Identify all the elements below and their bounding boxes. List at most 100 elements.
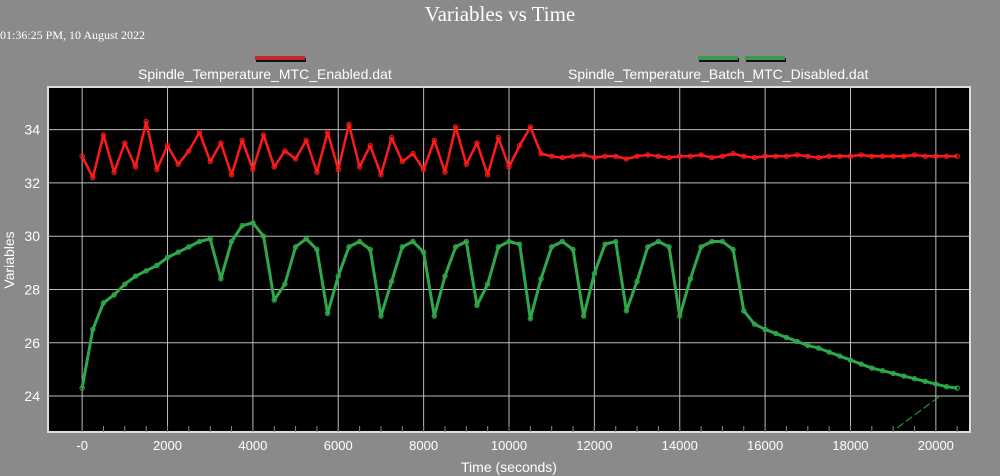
data-point (805, 342, 811, 349)
data-point (207, 158, 213, 165)
data-point (442, 169, 448, 175)
data-point (783, 153, 790, 159)
data-point (90, 326, 96, 333)
data-point (677, 153, 683, 159)
data-point (527, 124, 534, 130)
data-point (890, 370, 896, 377)
data-point (591, 154, 598, 161)
data-point (271, 164, 277, 170)
data-point (175, 161, 181, 167)
data-point (324, 310, 331, 317)
data-point (709, 154, 715, 161)
y-tick-label: 32 (24, 175, 40, 191)
data-point (687, 276, 694, 282)
data-point (164, 254, 171, 261)
data-point (196, 129, 203, 135)
data-point (218, 276, 224, 282)
data-point (645, 244, 651, 250)
data-point (805, 153, 811, 159)
data-point (677, 313, 683, 319)
data-point (602, 153, 608, 159)
data-point (826, 153, 832, 159)
data-point (516, 142, 523, 149)
data-point (463, 161, 470, 167)
y-tick-label: 28 (24, 281, 40, 297)
data-point (506, 238, 512, 245)
data-point (367, 142, 373, 149)
data-point (260, 233, 267, 239)
data-point (559, 238, 566, 245)
data-point (751, 321, 758, 327)
data-point (335, 166, 341, 173)
data-point (943, 384, 950, 390)
legend-swatch-green-2 (745, 56, 785, 60)
data-point (922, 153, 928, 159)
data-point (186, 148, 192, 154)
data-point (495, 134, 502, 141)
data-point (847, 357, 854, 363)
data-point (314, 169, 320, 175)
data-point (196, 238, 203, 245)
data-point (815, 154, 822, 161)
data-point (698, 152, 704, 158)
data-point (858, 152, 864, 158)
data-point (730, 246, 736, 253)
series-line-mtc-enabled (81, 120, 958, 179)
data-point (111, 169, 117, 175)
data-point (282, 281, 288, 287)
data-point (901, 153, 907, 159)
data-point (911, 152, 918, 158)
x-axis-label: Time (seconds) (461, 459, 557, 475)
legend-swatch-green-1 (698, 56, 738, 60)
data-point (420, 166, 427, 173)
data-point (762, 326, 768, 333)
data-point (399, 158, 405, 165)
data-point (122, 140, 128, 146)
data-point (655, 238, 662, 245)
data-point (271, 297, 277, 303)
data-point (591, 270, 598, 277)
data-point (484, 172, 491, 178)
data-point (122, 281, 128, 287)
data-point (687, 153, 694, 159)
data-point (303, 236, 309, 242)
data-point (378, 172, 384, 178)
data-point (602, 241, 608, 247)
data-point (815, 345, 822, 351)
data-point (741, 153, 747, 159)
data-point (324, 129, 331, 135)
data-point (794, 152, 800, 158)
x-tick-label: 18000 (832, 438, 868, 453)
data-point (869, 365, 875, 371)
data-point (356, 164, 363, 170)
data-point (228, 238, 235, 245)
data-point (613, 238, 619, 245)
data-point (495, 244, 502, 250)
data-point (410, 238, 416, 245)
data-point (90, 174, 96, 181)
data-point (346, 244, 352, 250)
x-tick-label: 20000 (918, 438, 954, 453)
data-point (538, 150, 544, 157)
data-point (901, 373, 907, 379)
data-point (452, 124, 459, 130)
data-point (431, 313, 438, 319)
data-point (79, 153, 85, 159)
y-tick-label: 26 (24, 335, 40, 351)
data-point (890, 153, 896, 159)
x-tick-label: 12000 (576, 438, 612, 453)
data-point (570, 153, 576, 159)
data-point (943, 153, 950, 159)
data-point (250, 166, 256, 173)
data-point (303, 137, 309, 143)
x-tick-label: 6000 (324, 438, 353, 453)
data-point (335, 273, 341, 279)
green-trend-segment (896, 395, 941, 429)
data-point (506, 164, 512, 170)
data-point (559, 154, 566, 161)
data-point (623, 308, 630, 314)
data-point (175, 249, 181, 255)
data-point (292, 244, 299, 250)
legend-label-mtc-enabled: Spindle_Temperature_MTC_Enabled.dat (138, 66, 392, 82)
data-point (484, 281, 491, 287)
